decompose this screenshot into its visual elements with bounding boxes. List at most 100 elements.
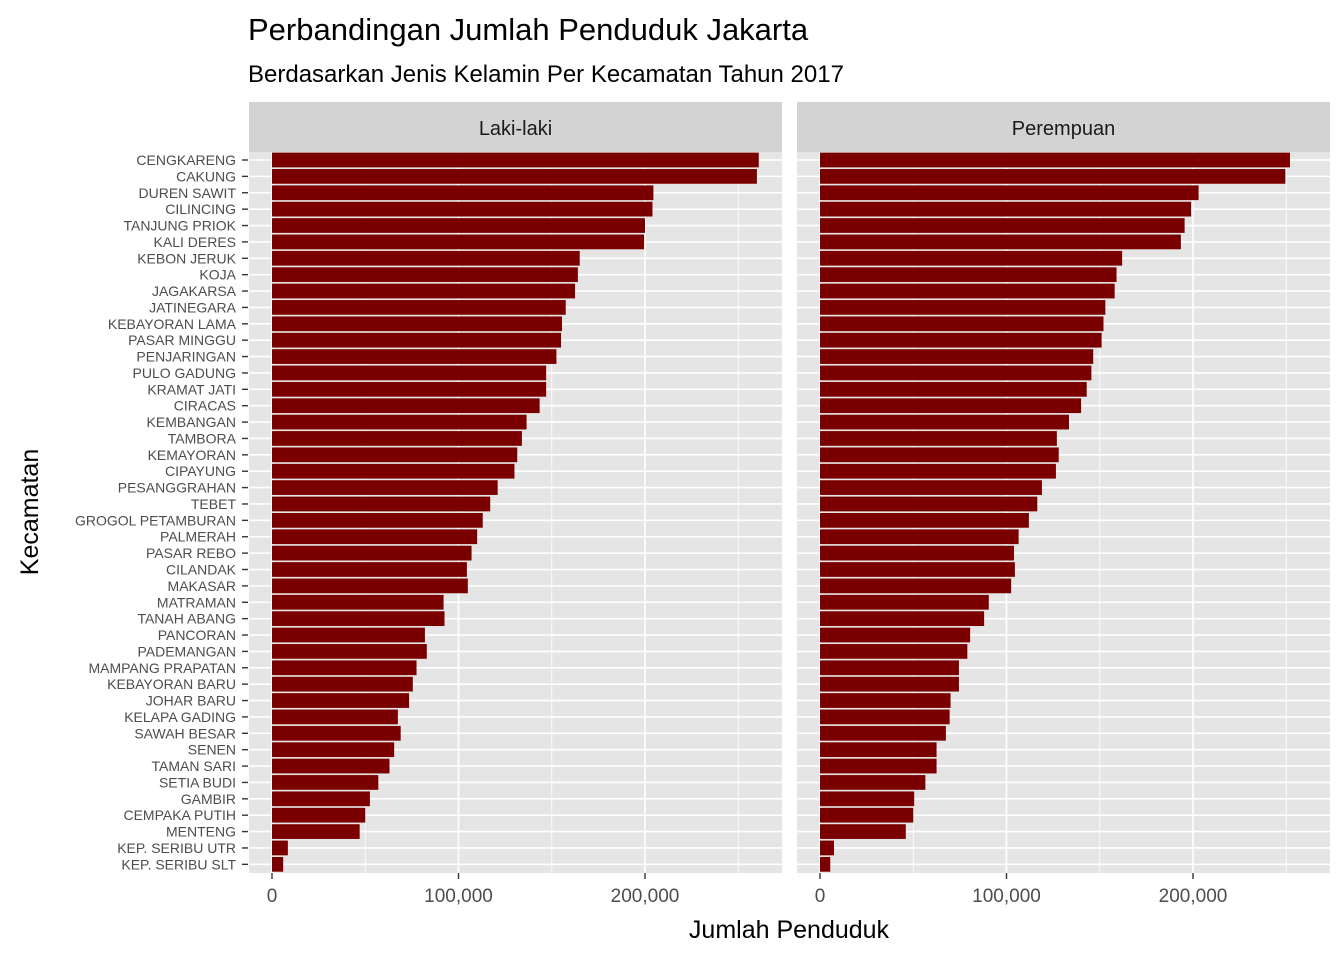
bar-kebayoran-lama-perempuan [820,316,1104,332]
x-tick-label: 0 [815,886,826,907]
bar-makasar-perempuan [820,578,1012,594]
facet-strip [249,102,782,152]
bar-sawah-besar-laki-laki [272,725,401,741]
bar-tanjung-priok-perempuan [820,218,1185,233]
bar-johar-baru-laki-laki [272,693,410,708]
bar-sawah-besar-perempuan [820,725,946,741]
bar-pasar-rebo-perempuan [820,545,1014,561]
x-axis-title: Jumlah Penduduk [689,916,890,944]
bar-kebon-jeruk-perempuan [820,250,1123,266]
category-label: MAMPANG PRAPATAN [88,660,236,676]
category-label: JOHAR BARU [146,693,236,709]
bar-pasar-minggu-perempuan [820,332,1102,348]
category-label: PESANGGRAHAN [118,480,236,496]
bar-setia-budi-laki-laki [272,775,379,790]
bar-pulo-gadung-perempuan [820,365,1092,381]
bar-kep-seribu-utr-perempuan [820,840,834,856]
category-label: GAMBIR [181,791,236,807]
bar-pancoran-laki-laki [272,627,425,643]
bar-cipayung-perempuan [820,463,1056,479]
bar-kep-seribu-slt-perempuan [820,856,831,872]
bar-taman-sari-perempuan [820,758,937,774]
bar-tebet-laki-laki [272,496,491,512]
category-label: JATINEGARA [149,299,237,315]
bar-pancoran-perempuan [820,627,971,643]
bar-ciracas-laki-laki [272,398,540,414]
bar-kembangan-perempuan [820,414,1069,430]
category-label: KEBAYORAN LAMA [108,316,237,332]
bar-tebet-perempuan [820,496,1038,512]
x-tick-label: 100,000 [424,886,493,907]
category-label: PASAR MINGGU [128,332,236,348]
bar-gambir-laki-laki [272,791,370,807]
x-tick-label: 200,000 [1159,886,1228,907]
bar-kramat-jati-laki-laki [272,381,547,397]
bar-ciracas-perempuan [820,398,1082,414]
bar-duren-sawit-laki-laki [272,185,654,201]
category-label: PASAR REBO [146,545,236,561]
bar-tambora-perempuan [820,431,1057,446]
category-label: PULO GADUNG [133,365,236,381]
bar-kembangan-laki-laki [272,414,527,430]
bar-kramat-jati-perempuan [820,381,1087,397]
category-label: CILANDAK [166,562,237,578]
category-label: TAMBORA [168,430,237,446]
bar-cempaka-putih-perempuan [820,807,914,823]
category-label: CIRACAS [174,398,236,414]
category-label: TANAH ABANG [137,611,236,627]
bar-kebon-jeruk-laki-laki [272,250,580,266]
category-label: TAMAN SARI [151,758,236,774]
category-label: DUREN SAWIT [139,185,237,201]
bar-cilincing-perempuan [820,201,1192,217]
bar-jagakarsa-laki-laki [272,283,576,299]
bar-koja-laki-laki [272,267,578,283]
bar-kep-seribu-slt-laki-laki [272,856,284,872]
bar-kelapa-gading-perempuan [820,709,950,725]
category-label: SAWAH BESAR [134,725,236,741]
bar-kali-deres-perempuan [820,234,1181,250]
bar-cakung-perempuan [820,169,1286,184]
category-label: KEBAYORAN BARU [107,676,236,692]
bar-cempaka-putih-laki-laki [272,807,366,823]
bar-pasar-minggu-laki-laki [272,332,562,348]
bar-cilandak-perempuan [820,562,1015,577]
category-label: GROGOL PETAMBURAN [75,512,236,528]
bar-kemayoran-laki-laki [272,447,518,463]
category-label: PENJARINGAN [136,349,236,365]
category-label: KEMBANGAN [147,414,236,430]
category-label: TANJUNG PRIOK [123,218,236,234]
category-label: SETIA BUDI [159,774,236,790]
bar-palmerah-perempuan [820,529,1019,545]
bar-menteng-laki-laki [272,824,360,839]
category-label: KALI DERES [154,234,236,250]
bar-penjaringan-laki-laki [272,349,557,364]
category-label: KEP. SERIBU SLT [121,856,236,872]
category-label: KEMAYORAN [148,447,236,463]
bar-kali-deres-laki-laki [272,234,645,250]
bar-duren-sawit-perempuan [820,185,1199,201]
bar-johar-baru-perempuan [820,693,951,708]
category-label: CILINCING [165,201,236,217]
bar-pulo-gadung-laki-laki [272,365,547,381]
chart-subtitle: Berdasarkan Jenis Kelamin Per Kecamatan … [248,61,844,88]
bar-palmerah-laki-laki [272,529,478,545]
category-label: MATRAMAN [157,594,236,610]
y-axis-title: Kecamatan [16,449,44,575]
bar-mampang-prapatan-laki-laki [272,660,417,676]
bar-setia-budi-perempuan [820,775,926,790]
bar-cilincing-laki-laki [272,201,653,217]
category-label: JAGAKARSA [152,283,237,299]
bar-kebayoran-baru-laki-laki [272,676,413,692]
category-label: KEP. SERIBU UTR [117,840,236,856]
bar-jagakarsa-perempuan [820,283,1115,299]
category-label: KEBON JERUK [137,250,236,266]
category-label: CENGKARENG [136,152,236,168]
bar-pesanggrahan-perempuan [820,480,1042,495]
bar-senen-laki-laki [272,742,395,758]
bar-cengkareng-perempuan [820,152,1290,168]
category-label: CAKUNG [176,168,236,184]
category-label: PALMERAH [160,529,236,545]
bar-cipayung-laki-laki [272,463,515,479]
category-label: PANCORAN [158,627,236,643]
